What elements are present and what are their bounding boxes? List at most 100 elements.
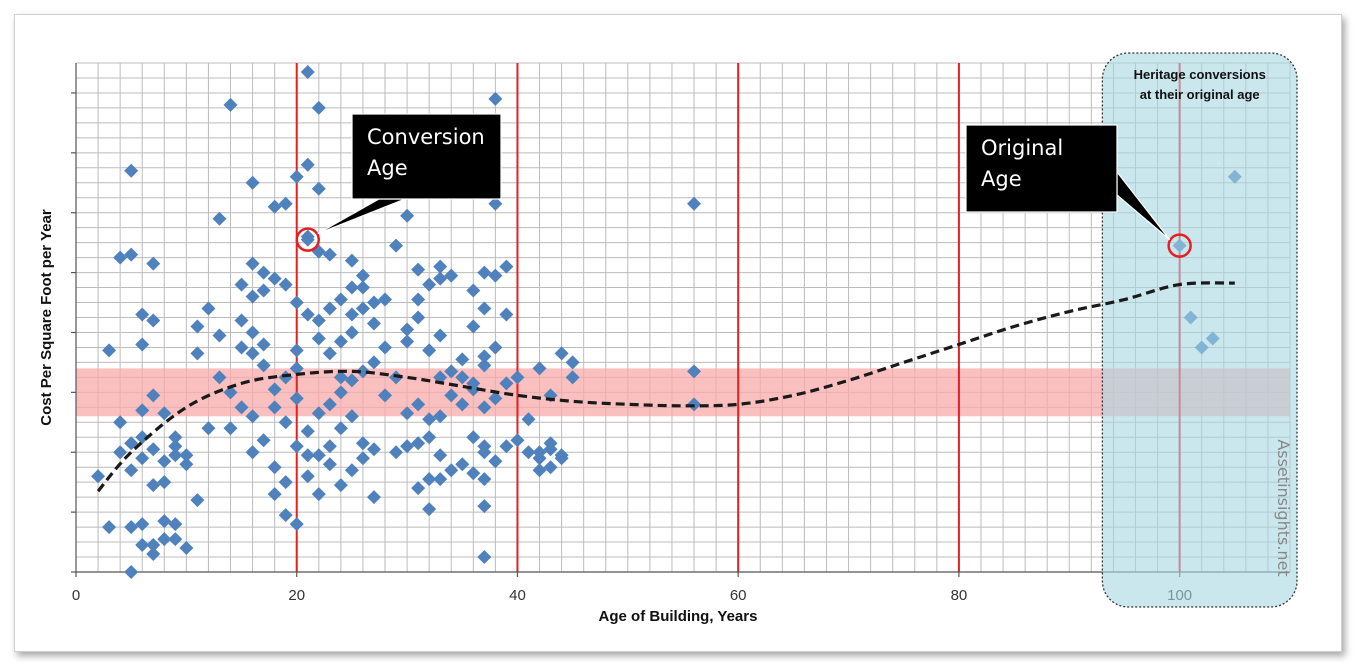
highlight-circle [1167,233,1192,258]
data-point [168,439,183,454]
callout-pointer [317,198,406,235]
data-point [212,370,227,385]
data-point [466,430,481,445]
data-point [543,460,558,475]
data-point [444,463,459,478]
data-point [466,466,481,481]
trend-layer [96,281,1235,493]
data-point [234,277,249,292]
data-point [311,331,326,346]
data-point [422,277,437,292]
data-point [322,439,337,454]
data-point [256,358,271,373]
data-point [245,445,260,460]
data-point [477,301,492,316]
data-point [488,91,503,106]
data-point [135,337,150,352]
callout-layer: Conversion Age Original Age [317,113,1171,241]
data-point [300,64,315,79]
data-point [433,271,448,286]
callout-text: Age [367,156,408,180]
data-point [565,355,580,370]
data-point [278,475,293,490]
data-point [366,355,381,370]
data-point [355,451,370,466]
highlight-layer [295,227,1192,258]
data-point [510,370,525,385]
data-point [146,313,161,328]
data-point [300,232,315,247]
data-point [433,472,448,487]
data-point [466,319,481,334]
data-point [289,391,304,406]
data-point [245,289,260,304]
data-point [168,532,183,547]
region-layer: Heritage conversions at their original ag… [1101,52,1298,608]
callout-box [965,124,1118,213]
data-point [146,538,161,553]
data-point [366,316,381,331]
data-point [179,448,194,463]
data-point [521,412,536,427]
data-point [344,253,359,268]
data-point [201,301,216,316]
data-point [135,403,150,418]
data-point [554,451,569,466]
data-point [411,481,426,496]
x-tick-label: 60 [730,587,747,604]
data-point [422,472,437,487]
data-point [113,250,128,265]
data-point [146,442,161,457]
data-point [344,325,359,340]
data-point [267,487,282,502]
data-point [400,406,415,421]
x-tick-label: 80 [951,587,968,604]
data-point [422,430,437,445]
data-point [455,457,470,472]
data-point [389,445,404,460]
data-point [267,199,282,214]
data-point [510,433,525,448]
data-point [532,451,547,466]
data-point [157,532,172,547]
data-point [477,550,492,565]
data-point [190,319,205,334]
data-point [687,364,702,379]
data-point [477,349,492,364]
data-point [355,301,370,316]
data-point [234,313,249,328]
x-tick-label: 20 [288,587,305,604]
data-point [333,421,348,436]
data-point [433,259,448,274]
data-point [488,340,503,355]
data-point [355,268,370,283]
data-point [499,307,514,322]
data-point [135,430,150,445]
heritage-region-label: Heritage conversions [1134,67,1266,82]
data-point [135,517,150,532]
data-point [179,457,194,472]
data-point [311,244,326,259]
trend-line [96,281,1235,493]
data-point [322,397,337,412]
data-point [267,460,282,475]
data-point [422,412,437,427]
data-point [378,388,393,403]
data-point [91,469,106,484]
data-point [289,517,304,532]
data-point [157,406,172,421]
heritage-region-label: at their original age [1140,87,1260,102]
data-point [378,340,393,355]
x-axis-title: Age of Building, Years [599,608,758,625]
data-point [378,292,393,307]
data-point [256,283,271,298]
data-point [157,475,172,490]
data-point [543,442,558,457]
data-point [433,409,448,424]
data-point [311,448,326,463]
data-point [366,442,381,457]
data-point [289,169,304,184]
data-point [532,361,547,376]
data-point [499,439,514,454]
data-point [366,295,381,310]
